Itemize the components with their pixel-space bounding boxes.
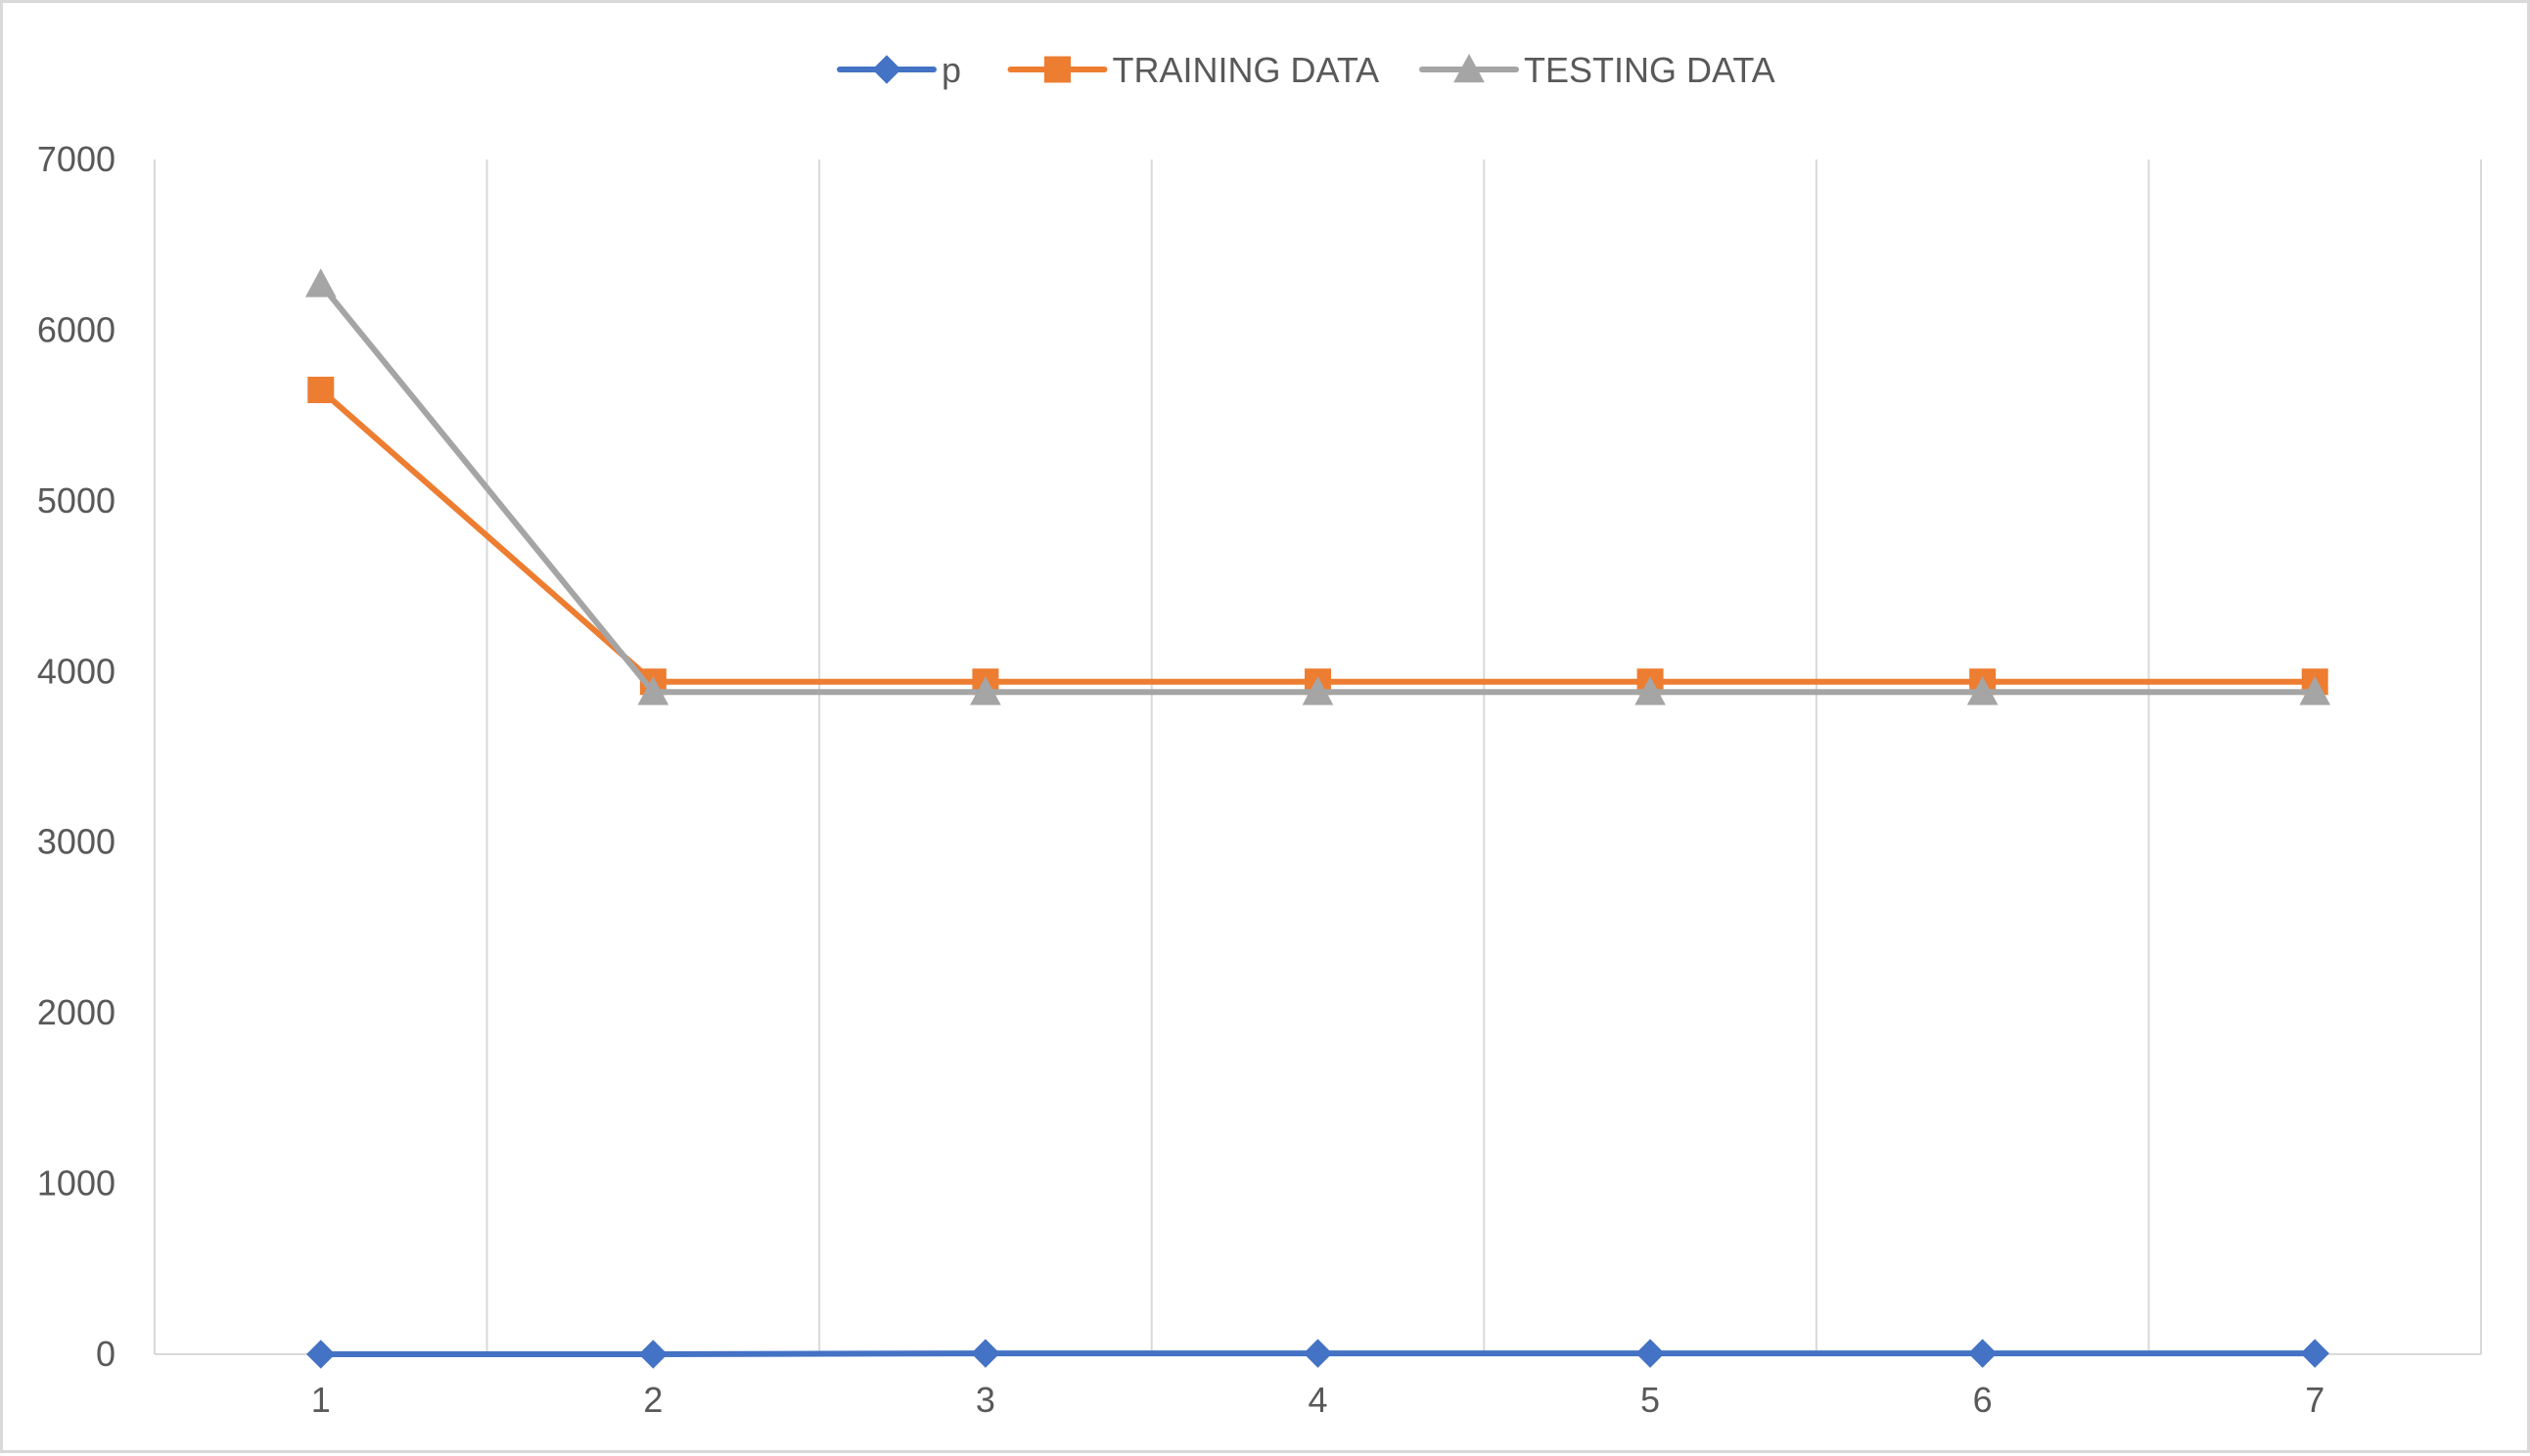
x-tick-label: 1 <box>311 1380 331 1420</box>
data-point-marker <box>304 268 337 297</box>
y-tick-label: 3000 <box>37 822 115 862</box>
legend-label: p <box>942 50 961 90</box>
x-tick-label: 5 <box>1640 1380 1660 1420</box>
data-point-marker <box>637 676 669 705</box>
x-tick-label: 3 <box>976 1380 995 1420</box>
line-chart: 0 1000 2000 3000 4000 5000 6000 7000 1 2 3 4 5 6 7 p T… <box>37 50 2482 1420</box>
data-point-marker <box>1966 676 1999 705</box>
legend-swatch-marker <box>1453 53 1485 83</box>
x-tick-label: 7 <box>2305 1380 2324 1420</box>
legend-swatch-marker <box>872 55 901 84</box>
gridlines <box>154 159 2482 1354</box>
legend-item: TESTING DATA <box>1419 50 1775 90</box>
y-tick-label: 1000 <box>37 1163 115 1204</box>
y-tick-label: 0 <box>96 1334 115 1374</box>
series-line <box>317 387 2319 685</box>
series-2 <box>307 376 2328 696</box>
series-3 <box>304 268 2331 705</box>
data-point-marker <box>307 376 335 403</box>
y-tick-label: 6000 <box>37 309 115 349</box>
y-axis-tick-labels: 0 1000 2000 3000 4000 5000 6000 7000 <box>37 139 115 1374</box>
legend: p TRAINING DATA TESTING DATA <box>837 50 1775 90</box>
x-tick-label: 4 <box>1308 1380 1327 1420</box>
data-point-marker <box>970 676 1001 705</box>
data-point-marker <box>2300 1339 2329 1368</box>
data-point-marker <box>638 1340 668 1369</box>
data-point-marker <box>1302 676 1334 705</box>
series-line <box>317 281 2319 696</box>
x-axis-tick-labels: 1 2 3 4 5 6 7 <box>311 1380 2324 1420</box>
series-1 <box>306 1339 2329 1369</box>
legend-label: TRAINING DATA <box>1113 50 1380 90</box>
data-point-marker <box>1635 1339 1665 1368</box>
x-tick-label: 2 <box>643 1380 663 1420</box>
plot-series <box>304 268 2331 1369</box>
legend-item: TRAINING DATA <box>1007 50 1380 90</box>
data-point-marker <box>971 1339 1000 1368</box>
legend-label: TESTING DATA <box>1524 50 1775 90</box>
data-point-marker <box>306 1340 336 1369</box>
y-tick-label: 2000 <box>37 992 115 1032</box>
data-point-marker <box>2299 676 2331 705</box>
y-tick-label: 5000 <box>37 480 115 521</box>
legend-item: p <box>837 50 961 90</box>
x-tick-label: 6 <box>1973 1380 1993 1420</box>
data-point-marker <box>1967 1339 1998 1368</box>
data-point-marker <box>1303 1339 1333 1368</box>
y-tick-label: 4000 <box>37 651 115 691</box>
y-tick-label: 7000 <box>37 139 115 179</box>
legend-swatch-marker <box>1044 56 1071 83</box>
data-point-marker <box>1634 676 1666 705</box>
